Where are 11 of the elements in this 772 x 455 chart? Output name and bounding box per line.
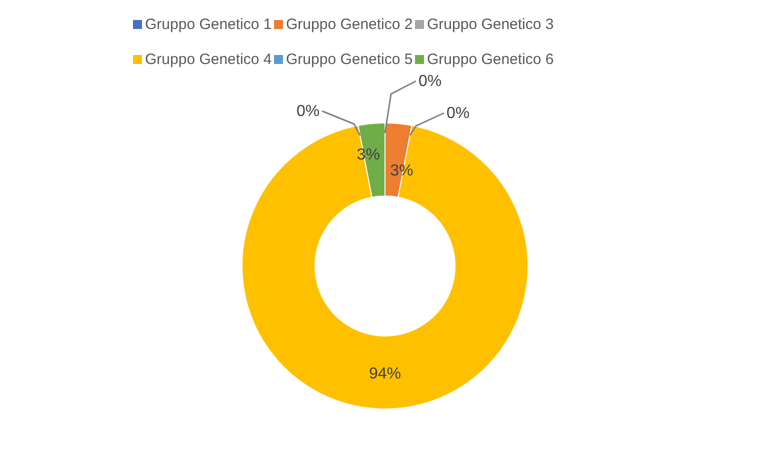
legend-label: Gruppo Genetico 5 [286,51,413,68]
text: 0% [418,73,442,90]
text: 0% [296,103,320,120]
legend-label: Gruppo Genetico 1 [145,16,272,33]
legend-label: Gruppo Genetico 6 [427,51,554,68]
data-label: 94% [368,366,402,382]
legend-label: Gruppo Genetico 3 [427,16,554,33]
legend-label: Gruppo Genetico 2 [286,16,413,33]
text: 0% [446,105,470,122]
donut-slice [242,125,528,410]
legend-label: Gruppo Genetico 4 [145,51,272,68]
